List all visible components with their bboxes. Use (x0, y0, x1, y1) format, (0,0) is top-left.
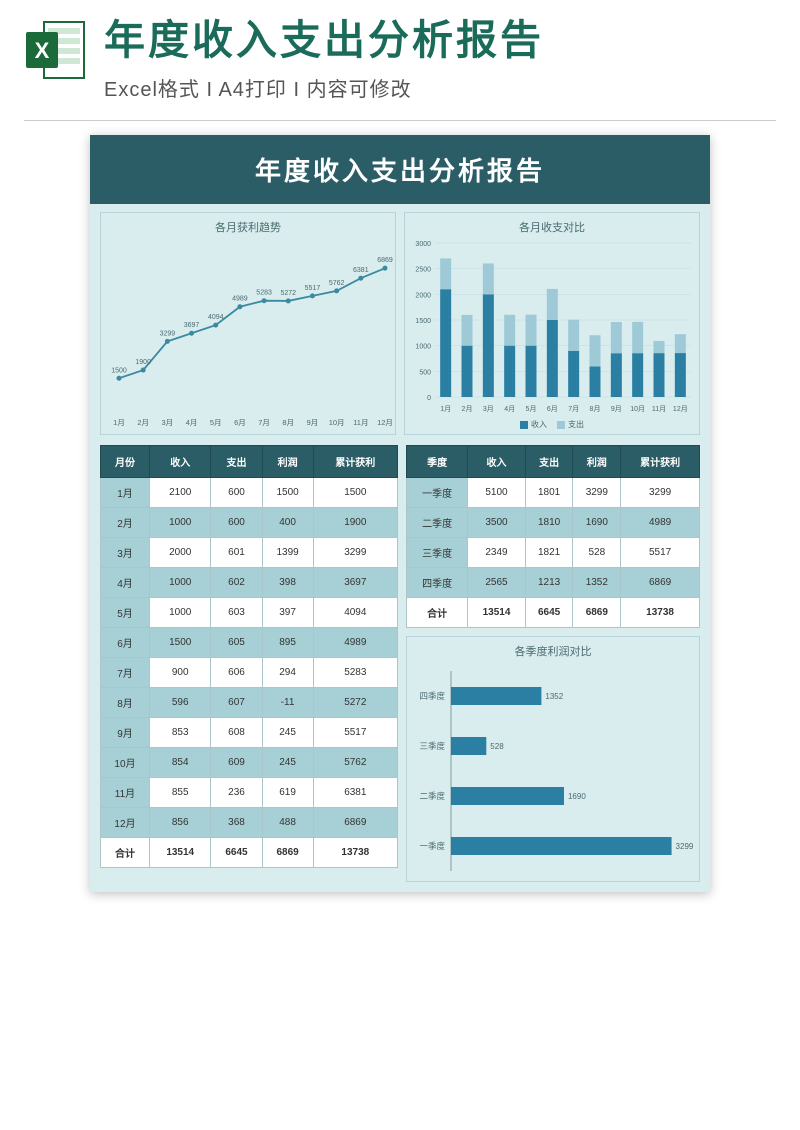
svg-text:5762: 5762 (329, 280, 345, 287)
svg-text:1月: 1月 (113, 418, 125, 427)
month-table: 月份收入支出利润累计获利1月2100600150015002月100060040… (100, 445, 398, 868)
svg-text:4989: 4989 (232, 296, 248, 303)
legend-income: 收入 (531, 420, 547, 429)
line-chart: 各月获利趋势 1500 1900 3299 3697 4094 4989 5283 5272 5… (100, 212, 396, 435)
svg-text:1352: 1352 (545, 692, 563, 701)
svg-text:二季度: 二季度 (419, 791, 445, 801)
bar-chart: 各月收支对比 0 500 1000 1500 2000 2500 3000 1月 2月 3月 4月 5… (404, 212, 700, 435)
svg-text:7月: 7月 (568, 405, 579, 413)
svg-text:3299: 3299 (676, 842, 694, 851)
svg-text:1900: 1900 (135, 359, 151, 366)
svg-text:2500: 2500 (415, 267, 431, 274)
svg-text:5月: 5月 (210, 418, 222, 427)
svg-text:3697: 3697 (184, 322, 200, 329)
bar-chart-svg: 0 500 1000 1500 2000 2500 3000 1月 2月 3月 4月 5月 6月 7月 8月… (405, 237, 699, 417)
svg-text:4094: 4094 (208, 314, 224, 321)
svg-text:7月: 7月 (258, 418, 270, 427)
quarter-table: 季度收入支出利润累计获利一季度5100180132993299二季度350018… (406, 445, 700, 628)
svg-text:0: 0 (427, 395, 431, 402)
bar-chart-title: 各月收支对比 (405, 213, 699, 237)
svg-text:9月: 9月 (307, 418, 319, 427)
svg-text:10月: 10月 (630, 405, 645, 413)
svg-text:1500: 1500 (415, 318, 431, 325)
divider (24, 120, 776, 121)
svg-text:2月: 2月 (137, 418, 149, 427)
legend-expense: 支出 (568, 420, 584, 429)
svg-text:X: X (35, 38, 50, 63)
svg-text:5283: 5283 (256, 290, 272, 297)
svg-text:4月: 4月 (504, 405, 515, 413)
svg-text:四季度: 四季度 (419, 691, 445, 701)
svg-text:12月: 12月 (377, 418, 393, 427)
svg-text:1月: 1月 (440, 405, 451, 413)
svg-text:5517: 5517 (305, 285, 321, 292)
hbar-chart-title: 各季度利润对比 (407, 637, 699, 661)
svg-text:10月: 10月 (329, 418, 345, 427)
svg-text:2月: 2月 (462, 405, 473, 413)
svg-text:1500: 1500 (111, 367, 127, 374)
svg-text:一季度: 一季度 (419, 841, 445, 851)
svg-text:1690: 1690 (568, 792, 586, 801)
svg-text:8月: 8月 (282, 418, 294, 427)
svg-text:6月: 6月 (234, 418, 246, 427)
svg-text:3月: 3月 (162, 418, 174, 427)
svg-text:2000: 2000 (415, 292, 431, 299)
subtitle: Excel格式 I A4打印 I 内容可修改 (104, 73, 776, 102)
svg-text:9月: 9月 (611, 405, 622, 413)
svg-text:6月: 6月 (547, 405, 558, 413)
svg-text:1000: 1000 (415, 344, 431, 351)
svg-text:3月: 3月 (483, 405, 494, 413)
svg-text:三季度: 三季度 (419, 741, 445, 751)
hbar-chart: 各季度利润对比 1352 四季度 528 三季度 1690 二季度 3299 一季度 (406, 636, 700, 882)
svg-text:6381: 6381 (353, 267, 369, 274)
svg-text:11月: 11月 (353, 418, 368, 427)
line-chart-svg: 1500 1900 3299 3697 4094 4989 5283 5272 5517 5762… (101, 237, 395, 433)
excel-icon: X (24, 18, 88, 82)
hbar-chart-svg: 1352 四季度 528 三季度 1690 二季度 3299 一季度 (407, 661, 697, 881)
main-title: 年度收入支出分析报告 (104, 18, 776, 63)
svg-text:12月: 12月 (673, 405, 688, 413)
bar-legend: 收入 支出 (405, 417, 699, 434)
svg-text:4月: 4月 (186, 418, 198, 427)
svg-text:11月: 11月 (652, 405, 666, 413)
svg-text:5272: 5272 (280, 290, 296, 297)
svg-text:3000: 3000 (415, 241, 431, 248)
svg-text:6869: 6869 (377, 257, 393, 264)
svg-text:8月: 8月 (590, 405, 601, 413)
svg-text:528: 528 (490, 742, 504, 751)
page-header: X 年度收入支出分析报告 Excel格式 I A4打印 I 内容可修改 (0, 0, 800, 114)
document-frame: 年度收入支出分析报告 各月获利趋势 1500 1900 3299 3697 4094 49… (90, 135, 710, 892)
document-title: 年度收入支出分析报告 (90, 135, 710, 204)
line-chart-title: 各月获利趋势 (101, 213, 395, 237)
svg-text:3299: 3299 (160, 330, 176, 337)
svg-text:5月: 5月 (526, 405, 537, 413)
svg-text:500: 500 (419, 369, 431, 376)
